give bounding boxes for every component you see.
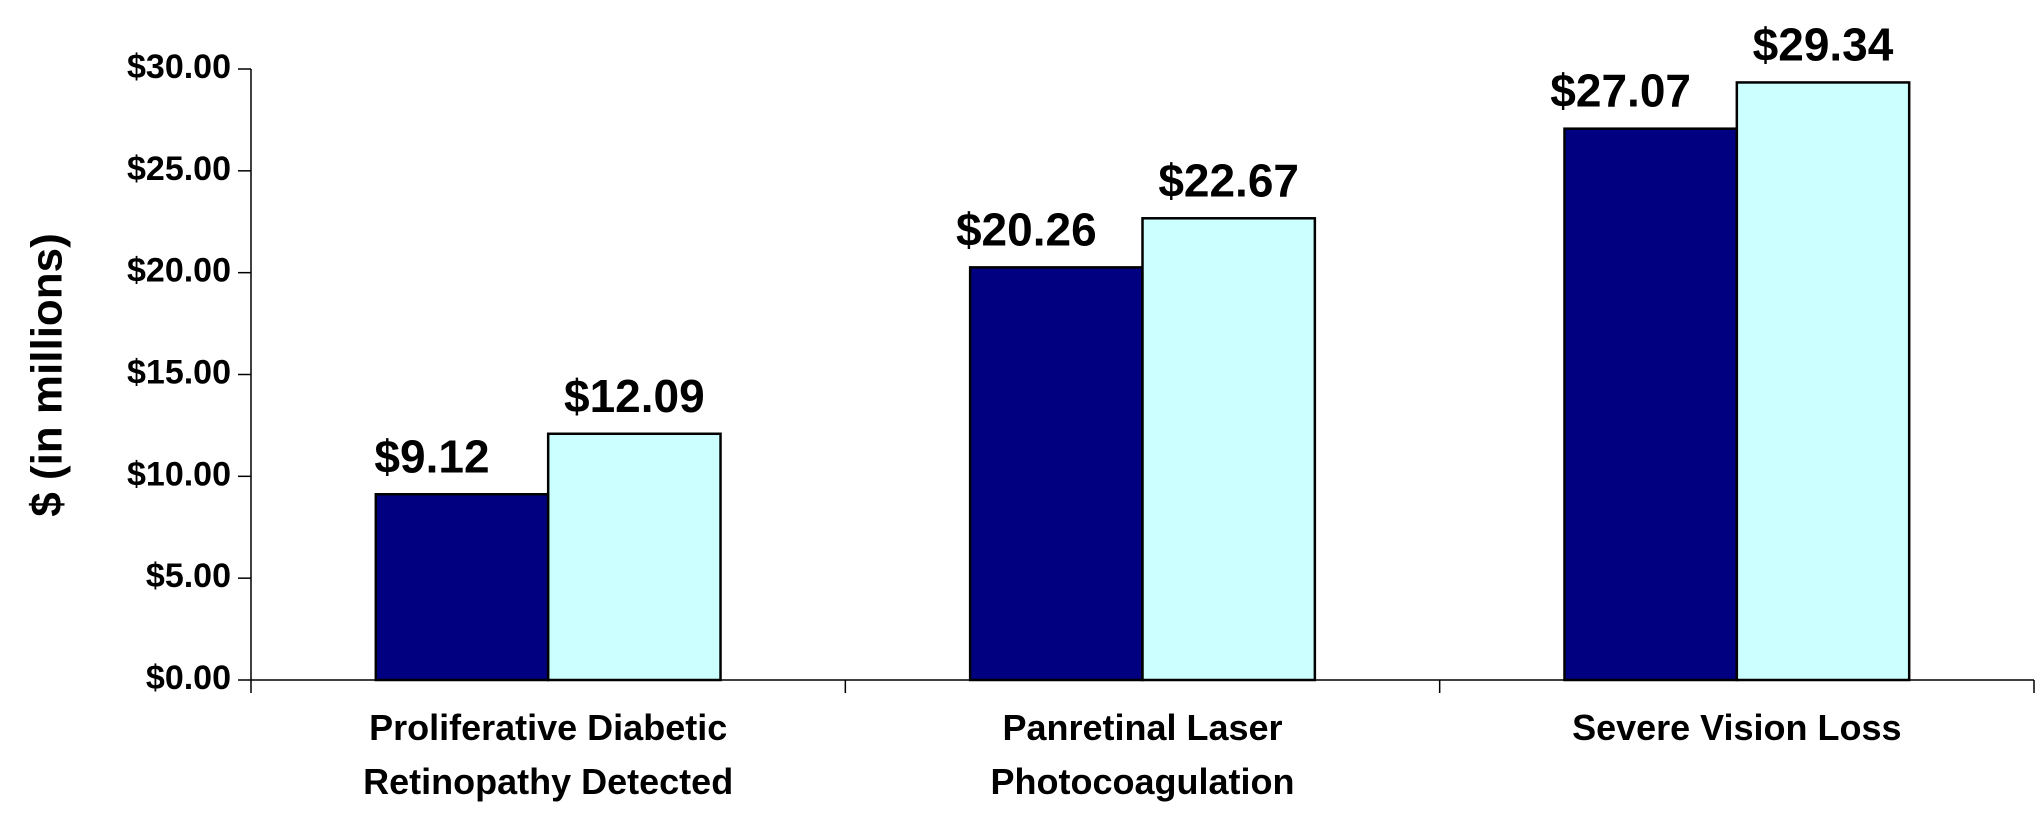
y-tick-label: $20.00 <box>127 252 231 290</box>
x-tick-label: Proliferative Diabetic <box>369 707 727 748</box>
y-axis-title: $ (in millions) <box>23 233 72 517</box>
value-label: $29.34 <box>1753 18 1894 70</box>
y-tick-label: $0.00 <box>146 659 231 697</box>
bar <box>546 432 722 682</box>
y-tick-label: $5.00 <box>146 557 231 595</box>
value-label: $12.09 <box>564 370 705 422</box>
y-tick-label: $10.00 <box>127 455 231 493</box>
bar <box>1735 81 1911 682</box>
bar <box>374 493 550 682</box>
value-label: $20.26 <box>956 203 1097 255</box>
y-tick-label: $25.00 <box>127 150 231 188</box>
x-tick-label: Retinopathy Detected <box>363 761 733 802</box>
y-tick-label: $30.00 <box>127 48 231 86</box>
bar <box>968 266 1144 682</box>
x-tick-label: Photocoagulation <box>991 761 1295 802</box>
x-tick-label: Panretinal Laser <box>1002 707 1282 748</box>
value-label: $22.67 <box>1158 154 1299 206</box>
value-label: $27.07 <box>1550 65 1691 117</box>
bar <box>1141 217 1317 682</box>
x-tick-label: Severe Vision Loss <box>1572 707 1902 748</box>
value-label: $9.12 <box>374 430 489 482</box>
bar <box>1563 127 1739 682</box>
y-tick-label: $15.00 <box>127 353 231 391</box>
